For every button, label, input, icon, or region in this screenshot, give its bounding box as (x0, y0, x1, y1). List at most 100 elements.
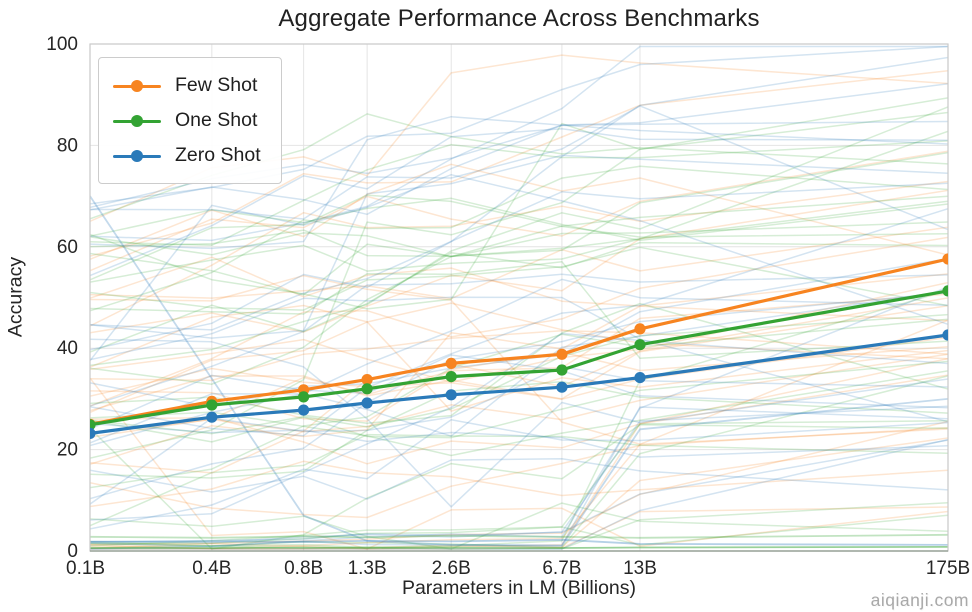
benchmark-line (90, 115, 948, 250)
benchmark-line (90, 111, 948, 459)
legend-label: One Shot (175, 109, 258, 131)
benchmark-line (90, 304, 948, 412)
benchmark-line (90, 375, 948, 549)
data-point (634, 372, 646, 384)
data-point (361, 397, 373, 409)
benchmark-line (90, 163, 948, 260)
benchmark-line (90, 56, 948, 351)
benchmark-line (90, 427, 948, 519)
benchmark-line (90, 292, 948, 500)
legend-marker-icon (113, 149, 161, 162)
series-line (90, 333, 948, 435)
data-point (361, 383, 373, 395)
benchmark-line (90, 246, 948, 311)
benchmark-line (90, 273, 948, 407)
benchmark-line (90, 286, 948, 550)
benchmark-line (90, 374, 948, 465)
benchmark-line (90, 194, 948, 281)
benchmark-line (90, 360, 948, 443)
data-point (942, 285, 948, 297)
benchmark-line (90, 420, 948, 546)
benchmark-line (90, 433, 948, 527)
data-point (942, 253, 948, 265)
data-point (556, 381, 568, 393)
benchmark-line (90, 406, 948, 548)
legend-marker-icon (113, 114, 161, 127)
x-tick-label: 1.3B (348, 558, 387, 579)
benchmark-line (90, 506, 948, 550)
benchmark-line (90, 502, 948, 550)
benchmark-line (90, 197, 948, 242)
benchmark-line (90, 127, 948, 277)
benchmark-line (90, 353, 948, 435)
x-tick-label: 0.1B (66, 558, 105, 579)
legend-item: One Shot (113, 103, 261, 138)
benchmark-line (90, 538, 948, 546)
data-point (298, 404, 310, 416)
benchmark-line (90, 200, 948, 257)
y-tick-label: 60 (57, 237, 78, 258)
legend-item: Zero Shot (113, 138, 261, 173)
data-point (298, 391, 310, 403)
y-tick-label: 20 (57, 440, 78, 461)
benchmark-line (90, 150, 948, 272)
data-point (556, 348, 568, 360)
benchmark-line (90, 380, 948, 479)
series-line (90, 257, 948, 426)
legend-marker-icon (113, 79, 161, 92)
benchmark-line (90, 173, 948, 362)
data-point (634, 339, 646, 351)
benchmark-line (90, 226, 948, 300)
benchmark-line (90, 130, 948, 283)
benchmark-line (90, 354, 948, 430)
benchmark-line (90, 236, 948, 407)
benchmark-line (90, 318, 948, 489)
benchmark-line (90, 140, 948, 247)
benchmark-line (90, 514, 948, 546)
benchmark-line (90, 533, 948, 539)
benchmark-line (90, 154, 948, 339)
benchmark-line (90, 336, 948, 400)
benchmark-line (90, 241, 948, 353)
data-point (445, 357, 457, 369)
benchmark-line (90, 377, 948, 550)
benchmark-line (90, 274, 948, 445)
benchmark-line (90, 438, 948, 550)
x-tick-label: 0.4B (192, 558, 231, 579)
benchmark-line (90, 260, 948, 360)
benchmark-line (90, 460, 948, 508)
benchmark-line (90, 45, 948, 242)
benchmark-line (90, 546, 948, 549)
benchmark-line (90, 405, 948, 544)
benchmark-line (90, 45, 948, 205)
chart-title: Aggregate Performance Across Benchmarks (278, 5, 760, 32)
legend: Few Shot One Shot Zero Shot (98, 57, 282, 184)
data-point (206, 411, 218, 423)
benchmark-line (90, 221, 948, 258)
y-axis-label: Accuracy (4, 256, 27, 338)
y-tick-label: 0 (67, 541, 78, 562)
y-tick-label: 40 (57, 338, 78, 359)
benchmark-line (90, 151, 948, 296)
x-tick-label: 2.6B (432, 558, 471, 579)
x-tick-label: 175B (926, 558, 970, 579)
benchmark-line (90, 278, 948, 444)
data-point (556, 364, 568, 376)
x-axis-label: Parameters in LM (Billions) (401, 577, 637, 599)
benchmark-line (90, 304, 948, 412)
y-tick-label: 100 (46, 34, 78, 55)
benchmark-line (90, 165, 948, 312)
data-point (634, 323, 646, 335)
benchmark-line (90, 97, 948, 310)
benchmark-line (90, 182, 948, 331)
benchmark-line (90, 83, 948, 216)
data-point (206, 399, 218, 411)
x-tick-label: 0.8B (284, 558, 323, 579)
benchmark-line (90, 346, 948, 422)
benchmark-line (90, 423, 948, 550)
x-tick-label: 13B (623, 558, 657, 579)
benchmark-line (90, 195, 948, 385)
benchmark-line (90, 105, 948, 231)
